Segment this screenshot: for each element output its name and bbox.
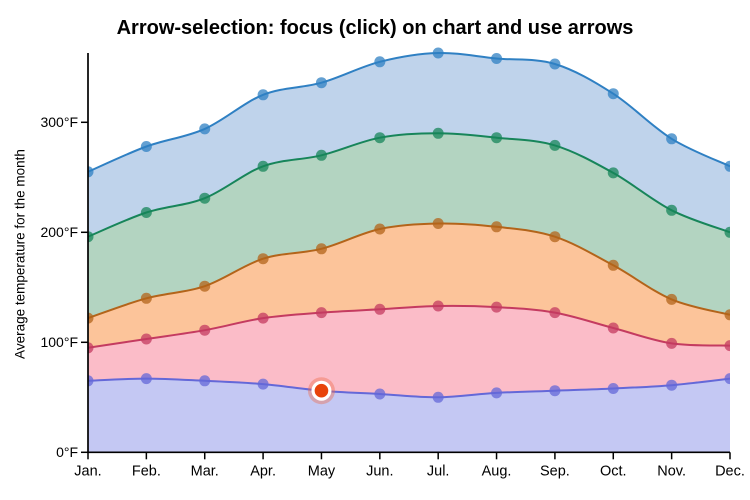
- y-tick-label: 100°F: [40, 334, 78, 350]
- data-point-series-5-top-Apr.[interactable]: [257, 89, 269, 101]
- data-point-series-1-bottom-Mar.[interactable]: [199, 375, 211, 387]
- data-point-series-1-bottom-Aug.[interactable]: [491, 387, 503, 399]
- data-point-series-3-Feb.[interactable]: [140, 292, 152, 304]
- data-point-series-5-top-Jun.[interactable]: [374, 56, 386, 68]
- data-point-series-4-Dec.[interactable]: [724, 226, 736, 238]
- data-point-series-4-Aug.[interactable]: [491, 132, 503, 144]
- x-tick-label: Jul.: [427, 463, 450, 479]
- data-point-series-2-Mar.[interactable]: [199, 324, 211, 336]
- data-point-series-2-Sep.[interactable]: [549, 307, 561, 319]
- data-point-series-1-bottom-Jul.[interactable]: [432, 391, 444, 403]
- data-point-series-3-Oct.[interactable]: [607, 259, 619, 271]
- data-point-series-4-Jun.[interactable]: [374, 132, 386, 144]
- data-point-series-4-Nov.[interactable]: [666, 204, 678, 216]
- data-point-series-5-top-May[interactable]: [315, 77, 327, 89]
- data-point-series-1-bottom-Nov.[interactable]: [666, 379, 678, 391]
- data-point-series-3-Sep.[interactable]: [549, 231, 561, 243]
- area-series-1-bottom: [88, 378, 730, 453]
- x-tick-label: Dec.: [715, 463, 745, 479]
- selected-data-point[interactable]: [307, 377, 335, 405]
- data-point-series-2-Aug.[interactable]: [491, 301, 503, 313]
- data-point-series-3-Apr.[interactable]: [257, 253, 269, 265]
- x-tick-label: Mar.: [191, 463, 219, 479]
- x-tick-label: Jan.: [74, 463, 101, 479]
- data-point-series-5-top-Oct.[interactable]: [607, 88, 619, 100]
- data-point-series-2-Feb.[interactable]: [140, 333, 152, 345]
- data-point-series-3-Mar.[interactable]: [199, 280, 211, 292]
- x-tick-label: Feb.: [132, 463, 161, 479]
- data-point-series-2-Dec.[interactable]: [724, 340, 736, 352]
- data-point-series-3-Jul.[interactable]: [432, 218, 444, 229]
- x-tick-label: Oct.: [600, 463, 627, 479]
- y-tick-label: 0°F: [56, 444, 78, 460]
- data-point-series-2-Jun.[interactable]: [374, 303, 386, 315]
- data-point-series-1-bottom-Oct.[interactable]: [607, 383, 619, 394]
- chart-title: Arrow-selection: focus (click) on chart …: [116, 17, 634, 39]
- data-point-series-4-May[interactable]: [315, 149, 327, 161]
- data-point-series-5-top-Jul.[interactable]: [432, 47, 444, 59]
- data-point-series-5-top-Feb.[interactable]: [140, 141, 152, 152]
- x-tick-label: Nov.: [657, 463, 686, 479]
- data-point-series-1-bottom-Dec.[interactable]: [724, 373, 736, 385]
- x-tick-label: May: [308, 463, 336, 479]
- y-axis-title: Average temperature for the month: [12, 149, 28, 359]
- data-point-series-4-Sep.[interactable]: [549, 139, 561, 151]
- data-point-series-2-Apr.[interactable]: [257, 312, 269, 324]
- data-point-series-4-Feb.[interactable]: [140, 207, 152, 218]
- data-point-series-4-Apr.[interactable]: [257, 160, 269, 172]
- data-point-series-5-top-Sep.[interactable]: [549, 58, 561, 70]
- data-point-series-5-top-Mar.[interactable]: [199, 123, 211, 135]
- data-point-series-4-Jan.[interactable]: [83, 231, 94, 243]
- data-point-series-1-bottom-Apr.[interactable]: [257, 378, 269, 390]
- data-point-series-5-top-Aug.[interactable]: [491, 53, 503, 64]
- data-point-series-3-Dec.[interactable]: [724, 309, 736, 321]
- x-tick-label: Sep.: [540, 463, 570, 479]
- data-point-series-5-top-Nov.[interactable]: [666, 133, 678, 145]
- data-point-series-3-Nov.[interactable]: [666, 293, 678, 305]
- y-tick-label: 200°F: [40, 224, 78, 240]
- data-point-series-5-top-Dec.[interactable]: [724, 160, 736, 172]
- data-point-series-2-Jul.[interactable]: [432, 300, 444, 312]
- data-point-series-4-Jul.[interactable]: [432, 127, 444, 139]
- y-tick-label: 300°F: [40, 114, 78, 130]
- data-point-series-3-Jan.[interactable]: [83, 312, 94, 324]
- data-point-series-3-May[interactable]: [315, 243, 327, 255]
- selected-point-core: [314, 383, 329, 398]
- data-point-series-4-Oct.[interactable]: [607, 167, 619, 179]
- data-point-series-2-May[interactable]: [315, 307, 327, 319]
- data-point-series-1-bottom-Jan.[interactable]: [83, 375, 94, 387]
- data-point-series-2-Jan.[interactable]: [83, 342, 94, 354]
- data-point-series-3-Jun.[interactable]: [374, 223, 386, 235]
- data-point-series-2-Nov.[interactable]: [666, 337, 678, 349]
- data-point-series-1-bottom-Jun.[interactable]: [374, 388, 386, 400]
- x-tick-label: Jun.: [366, 463, 393, 479]
- data-point-series-4-Mar.[interactable]: [199, 192, 211, 204]
- x-tick-label: Aug.: [482, 463, 512, 479]
- data-point-series-1-bottom-Sep.[interactable]: [549, 385, 561, 397]
- plot-area: [83, 47, 736, 453]
- data-point-series-3-Aug.[interactable]: [491, 221, 503, 233]
- axes: [87, 53, 730, 454]
- data-point-series-5-top-Jan.[interactable]: [83, 166, 94, 178]
- x-tick-label: Apr.: [250, 463, 276, 479]
- data-point-series-2-Oct.[interactable]: [607, 322, 619, 334]
- data-point-series-1-bottom-Feb.[interactable]: [140, 373, 152, 385]
